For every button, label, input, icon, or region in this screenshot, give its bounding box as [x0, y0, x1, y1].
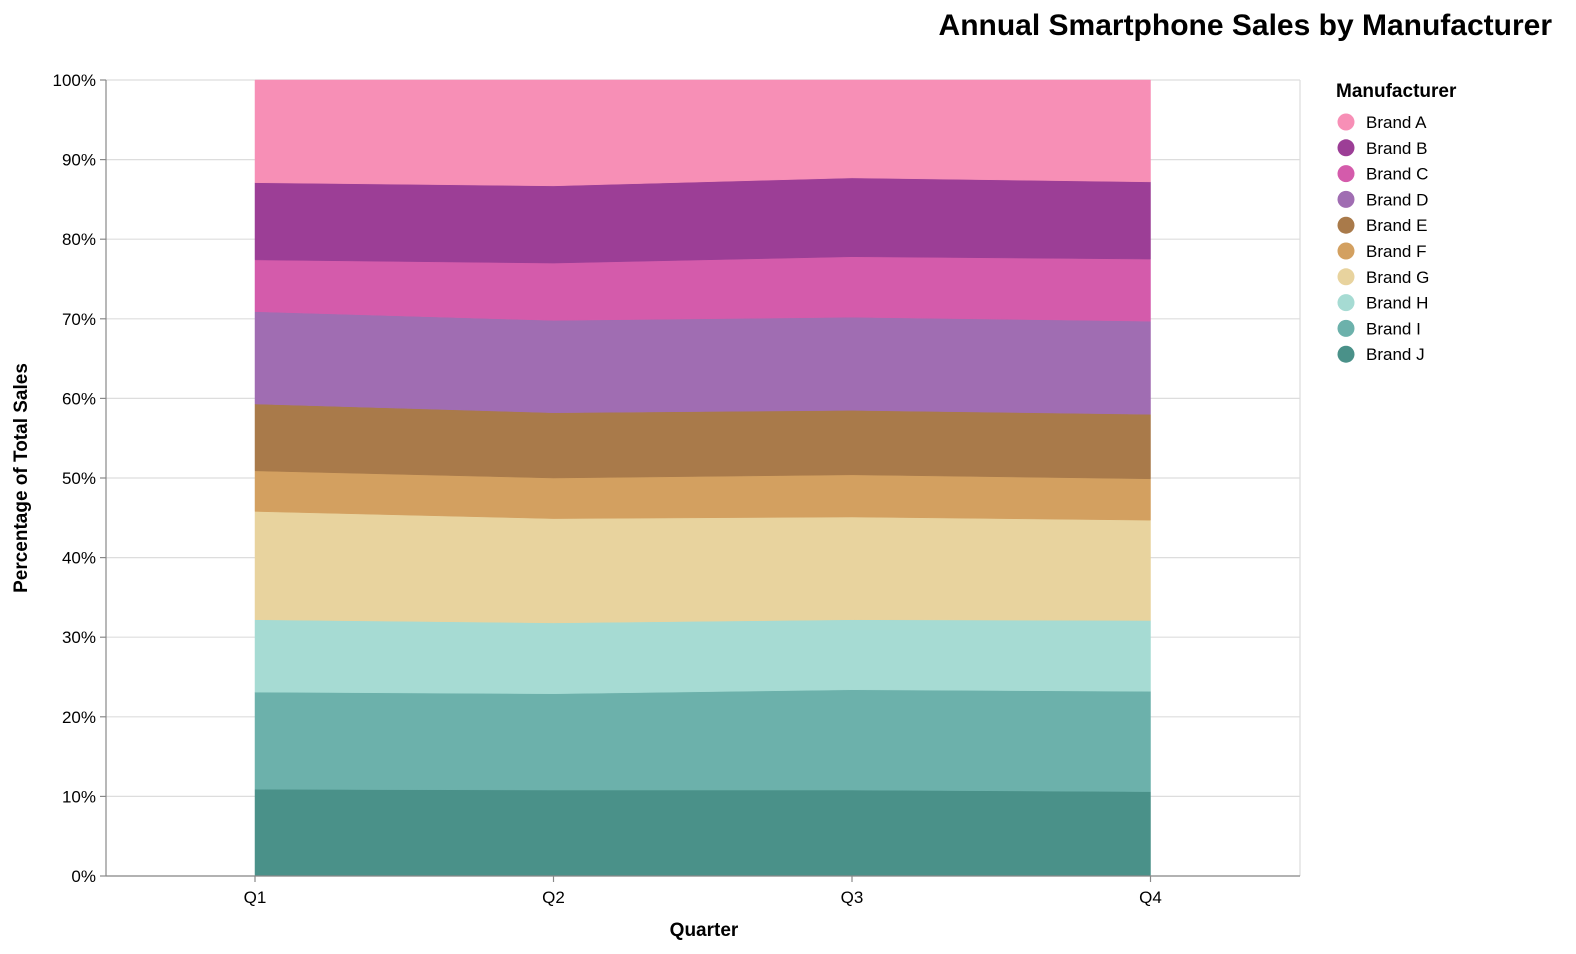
- legend-label-brand-j: Brand J: [1366, 345, 1425, 364]
- legend-swatch-brand-f: [1337, 242, 1355, 260]
- chart-title: Annual Smartphone Sales by Manufacturer: [939, 9, 1553, 42]
- legend-swatch-brand-g: [1337, 268, 1355, 286]
- legend-label-brand-d: Brand D: [1366, 190, 1428, 209]
- legend-label-brand-b: Brand B: [1366, 139, 1427, 158]
- y-tick-label: 90%: [62, 151, 96, 170]
- area-series-brand-i: [254, 689, 1151, 792]
- legend-label-brand-f: Brand F: [1366, 242, 1426, 261]
- area-layer: [254, 79, 1151, 877]
- legend-label-brand-e: Brand E: [1366, 216, 1427, 235]
- area-series-brand-d: [254, 311, 1151, 415]
- legend-label-brand-a: Brand A: [1366, 113, 1427, 132]
- area-series-brand-e: [254, 403, 1151, 480]
- y-tick-label: 60%: [62, 389, 96, 408]
- y-tick-label: 40%: [62, 549, 96, 568]
- legend-swatch-brand-a: [1337, 113, 1355, 131]
- area-series-brand-j: [254, 788, 1151, 877]
- area-series-brand-b: [254, 177, 1151, 264]
- y-tick-label: 20%: [62, 708, 96, 727]
- legend-label-brand-g: Brand G: [1366, 268, 1429, 287]
- area-series-brand-c: [254, 256, 1151, 322]
- x-tick-label: Q1: [244, 888, 267, 907]
- area-series-brand-a: [254, 79, 1151, 187]
- x-axis-title: Quarter: [670, 920, 739, 941]
- x-tick-label: Q2: [542, 888, 565, 907]
- area-series-brand-g: [254, 511, 1151, 624]
- legend-swatch-brand-e: [1337, 216, 1355, 234]
- legend-swatch-brand-j: [1337, 345, 1355, 363]
- y-tick-label: 100%: [53, 71, 96, 90]
- legend-swatch-brand-c: [1337, 165, 1355, 183]
- x-tick-label: Q4: [1139, 888, 1162, 907]
- y-tick-label: 50%: [62, 469, 96, 488]
- y-axis-title: Percentage of Total Sales: [11, 363, 32, 593]
- legend-title: Manufacturer: [1336, 81, 1457, 102]
- y-tick-label: 70%: [62, 310, 96, 329]
- legend-label-brand-h: Brand H: [1366, 294, 1428, 313]
- area-series-brand-f: [254, 470, 1151, 521]
- y-tick-label: 0%: [71, 867, 96, 886]
- legend-swatch-brand-i: [1337, 319, 1355, 337]
- legend-swatch-brand-h: [1337, 294, 1355, 312]
- legend-swatch-brand-d: [1337, 190, 1355, 208]
- legend-label-brand-i: Brand I: [1366, 319, 1421, 338]
- legend-swatch-brand-b: [1337, 139, 1355, 157]
- area-series-brand-h: [254, 619, 1151, 694]
- y-tick-label: 10%: [62, 787, 96, 806]
- axes: 0% 10% 20% 30% 40% 50% 60% 70% 80% 90% 100% Q1 Q2 Q3 Q…: [53, 71, 1301, 907]
- x-tick-label: Q3: [841, 888, 864, 907]
- y-tick-label: 30%: [62, 628, 96, 647]
- y-tick-label: 80%: [62, 230, 96, 249]
- legend: Manufacturer Brand A Brand B Brand C Brand …: [1336, 81, 1457, 364]
- legend-label-brand-c: Brand C: [1366, 165, 1428, 184]
